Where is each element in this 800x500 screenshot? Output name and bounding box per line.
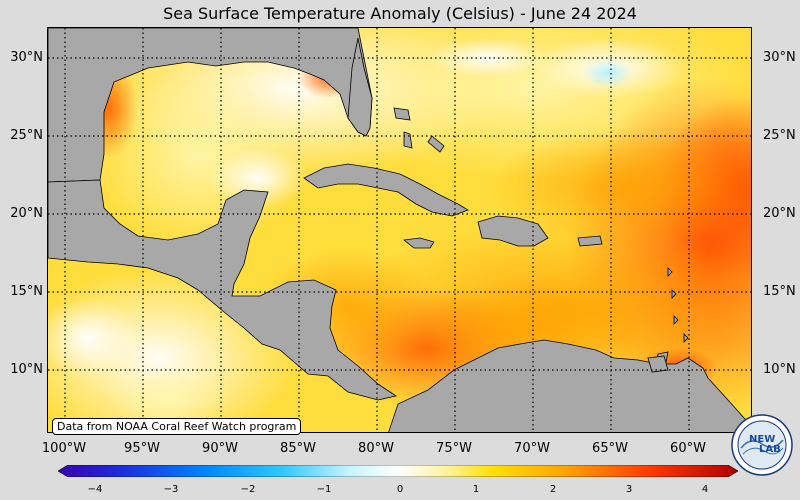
land (48, 28, 751, 432)
land-jamaica (403, 237, 435, 249)
graticule (48, 28, 751, 432)
land-trinidad (647, 355, 669, 373)
colorbar-tick-1: 1 (472, 484, 480, 495)
new-lab-logo: NEW LAB (731, 414, 793, 476)
lon-label-80w: 80°W (358, 441, 394, 456)
colorbar-fill (58, 465, 738, 477)
land-hispaniola (477, 215, 549, 247)
lon-label-75w: 75°W (436, 441, 472, 456)
map-area (47, 27, 752, 433)
colorbar-tick-4: 4 (701, 484, 709, 495)
lat-label-left-10n: 10°N (10, 362, 43, 377)
colorbar-tick-0: 0 (396, 484, 404, 495)
lon-label-65w: 65°W (592, 441, 628, 456)
land-cuba (303, 163, 469, 217)
lon-label-85w: 85°W (280, 441, 316, 456)
lat-label-right-20n: 20°N (763, 206, 796, 221)
land-bahamas (393, 107, 445, 153)
lat-label-left-25n: 25°N (10, 128, 43, 143)
colorbar-tick-3: 3 (625, 484, 633, 495)
land-puerto-rico (577, 235, 603, 247)
colorbar-tick-neg4: −4 (87, 484, 103, 495)
lon-label-95w: 95°W (124, 441, 160, 456)
land-south-america (388, 339, 751, 432)
colorbar-tick-neg1: −1 (316, 484, 332, 495)
map-title: Sea Surface Temperature Anomaly (Celsius… (163, 4, 637, 23)
colorbar-tick-neg3: −3 (163, 484, 179, 495)
lon-label-70w: 70°W (514, 441, 550, 456)
land-mexico-central-america (48, 179, 398, 401)
lat-label-left-30n: 30°N (10, 50, 43, 65)
lat-label-right-25n: 25°N (763, 128, 796, 143)
lat-label-right-30n: 30°N (763, 50, 796, 65)
lat-label-left-20n: 20°N (10, 206, 43, 221)
lon-label-100w: 100°W (41, 441, 87, 456)
colorbar (58, 465, 738, 477)
lon-label-60w: 60°W (670, 441, 706, 456)
logo-text-bottom: LAB (759, 444, 781, 455)
lon-label-90w: 90°W (202, 441, 238, 456)
lat-label-left-15n: 15°N (10, 284, 43, 299)
colorbar-tick-2: 2 (549, 484, 557, 495)
lat-label-right-10n: 10°N (763, 362, 796, 377)
logo-text-top: NEW (749, 434, 775, 445)
source-note: Data from NOAA Coral Reef Watch program (52, 418, 302, 435)
land-lesser-antilles (655, 267, 689, 363)
colorbar-tick-neg2: −2 (240, 484, 256, 495)
lat-label-right-15n: 15°N (763, 284, 796, 299)
